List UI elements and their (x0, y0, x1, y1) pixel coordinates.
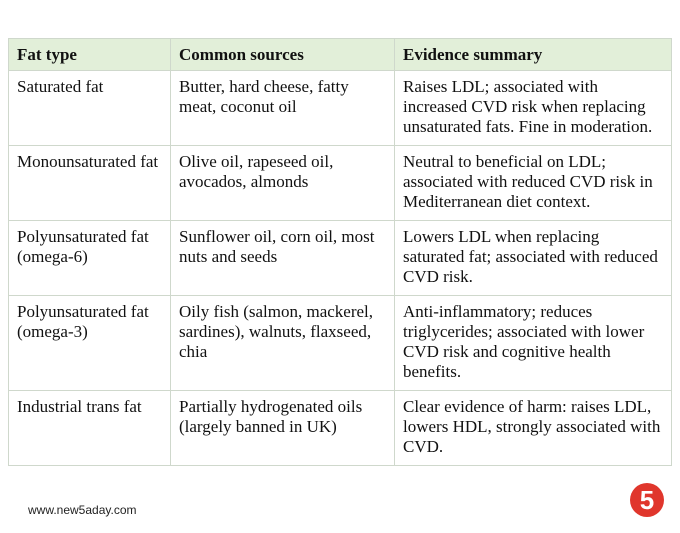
table-row: Polyunsaturated fat (omega-6) Sunflower o… (8, 220, 672, 296)
table-row: Monounsaturated fat Olive oil, rapeseed o… (8, 145, 672, 221)
table-row: Polyunsaturated fat (omega-3) Oily fish (… (8, 295, 672, 391)
header-row: Fat type Common sources Evidence summary (8, 38, 672, 71)
table-row: Industrial trans fat Partially hydrogenat… (8, 390, 672, 466)
table-cell: Olive oil, rapeseed oil, avocados, almon… (170, 145, 395, 221)
table-cell: Oily fish (salmon, mackerel, sardines), … (170, 295, 395, 391)
table-cell: Partially hydrogenated oils (largely ban… (170, 390, 395, 466)
header-cell: Common sources (170, 38, 395, 71)
table-cell: Sunflower oil, corn oil, most nuts and s… (170, 220, 395, 296)
table-row: Saturated fat Butter, hard cheese, fatty … (8, 70, 672, 146)
table-body: Saturated fat Butter, hard cheese, fatty … (8, 70, 672, 466)
logo: 5 (630, 483, 664, 517)
header-cell: Fat type (8, 38, 171, 71)
table-cell: Neutral to beneficial on LDL; associated… (394, 145, 672, 221)
table-cell: Clear evidence of harm: raises LDL, lowe… (394, 390, 672, 466)
website: www.new5aday.com (28, 503, 137, 517)
table-cell: Industrial trans fat (8, 390, 171, 466)
table-cell: Raises LDL; associated with increased CV… (394, 70, 672, 146)
table-cell: Polyunsaturated fat (omega-3) (8, 295, 171, 391)
fat-table: Fat type Common sources Evidence summary S… (8, 38, 672, 466)
table-cell: Polyunsaturated fat (omega-6) (8, 220, 171, 296)
table-cell: Lowers LDL when replacing saturated fat;… (394, 220, 672, 296)
header-cell: Evidence summary (394, 38, 672, 71)
table-cell: Monounsaturated fat (8, 145, 171, 221)
table-cell: Anti-inflammatory; reduces triglycerides… (394, 295, 672, 391)
table-cell: Butter, hard cheese, fatty meat, coconut… (170, 70, 395, 146)
table-cell: Saturated fat (8, 70, 171, 146)
